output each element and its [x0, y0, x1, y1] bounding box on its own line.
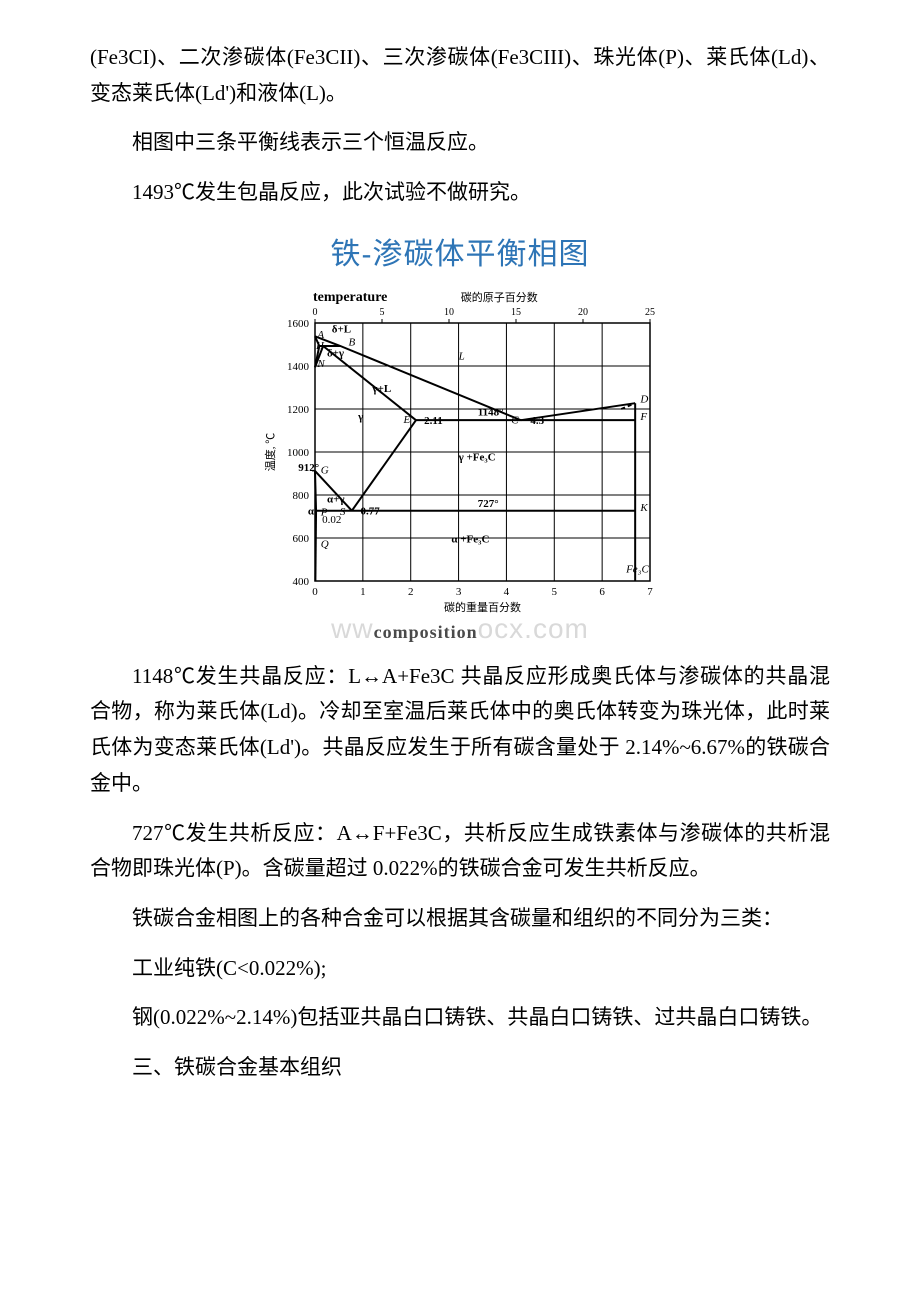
svg-text:γ+L: γ+L [371, 383, 391, 395]
svg-text:3: 3 [456, 586, 462, 598]
svg-text:0: 0 [313, 307, 318, 318]
svg-text:1000: 1000 [287, 447, 310, 459]
svg-text:D: D [639, 393, 648, 405]
paragraph: 1493℃发生包晶反应，此次试验不做研究。 [90, 175, 830, 211]
svg-text:Q: Q [321, 538, 329, 550]
svg-text:δ+γ: δ+γ [327, 347, 344, 359]
svg-text:25: 25 [645, 307, 655, 318]
svg-text:α +Fe₃C: α +Fe₃C [451, 533, 489, 545]
svg-text:600: 600 [293, 533, 310, 545]
paragraph: 三、铁碳合金基本组织 [90, 1050, 830, 1086]
svg-text:碳的原子百分数: 碳的原子百分数 [461, 290, 538, 304]
svg-text:0.77: 0.77 [360, 505, 380, 517]
paragraph: 相图中三条平衡线表示三个恒温反应。 [90, 125, 830, 161]
paragraph: (Fe3CI)、二次渗碳体(Fe3CII)、三次渗碳体(Fe3CIII)、珠光体… [90, 40, 830, 111]
svg-text:6: 6 [599, 586, 605, 598]
paragraph: 工业纯铁(C<0.022%); [90, 951, 830, 987]
svg-text:δ+L: δ+L [332, 323, 351, 335]
paragraph: 1148℃发生共晶反应：L↔A+Fe3C 共晶反应形成奥氏体与渗碳体的共晶混合物… [90, 659, 830, 802]
svg-text:727°: 727° [478, 498, 499, 510]
svg-text:K: K [639, 502, 648, 514]
composition-label: composition [374, 622, 478, 642]
svg-text:5: 5 [380, 307, 385, 318]
svg-text:4: 4 [504, 586, 510, 598]
svg-text:G: G [321, 464, 329, 476]
svg-text:γ: γ [357, 411, 363, 423]
svg-text:400: 400 [293, 576, 310, 588]
svg-text:B: B [349, 336, 356, 348]
svg-text:temperature: temperature [313, 290, 387, 305]
watermark-text-right: ocx.com [478, 613, 589, 644]
svg-text:1200: 1200 [287, 404, 310, 416]
svg-text:5: 5 [552, 586, 558, 598]
svg-text:γ +Fe₃C: γ +Fe₃C [458, 451, 496, 463]
svg-text:H: H [315, 340, 325, 352]
svg-text:L: L [458, 350, 465, 362]
chart-title: 铁-渗碳体平衡相图 [90, 229, 830, 273]
phase-diagram-chart: 0123456740060080010001200140016000510152… [90, 285, 830, 615]
svg-text:15: 15 [511, 307, 521, 318]
svg-text:N: N [316, 358, 325, 370]
svg-text:0: 0 [312, 586, 318, 598]
svg-text:温度, ℃: 温度, ℃ [263, 433, 277, 472]
svg-text:20: 20 [578, 307, 588, 318]
svg-text:912°: 912° [298, 462, 319, 474]
svg-text:1600: 1600 [287, 318, 310, 330]
svg-text:2.11: 2.11 [424, 415, 443, 427]
svg-text:2: 2 [408, 586, 414, 598]
svg-text:10: 10 [444, 307, 454, 318]
paragraph: 钢(0.022%~2.14%)包括亚共晶白口铸铁、共晶白口铸铁、过共晶白口铸铁。 [90, 1000, 830, 1036]
paragraph: 727℃发生共析反应：A↔F+Fe3C，共析反应生成铁素体与渗碳体的共析混合物即… [90, 816, 830, 887]
svg-text:800: 800 [293, 490, 310, 502]
svg-text:4.3: 4.3 [530, 415, 544, 427]
svg-text:E: E [403, 414, 411, 426]
svg-text:7: 7 [647, 586, 653, 598]
svg-text:Fe₃C: Fe₃C [625, 563, 649, 575]
svg-text:α: α [308, 505, 315, 517]
svg-text:C: C [511, 414, 519, 426]
svg-text:F: F [639, 411, 647, 423]
svg-text:1400: 1400 [287, 361, 310, 373]
svg-text:0.02: 0.02 [322, 514, 341, 526]
paragraph: 铁碳合金相图上的各种合金可以根据其含碳量和组织的不同分为三类： [90, 901, 830, 937]
svg-text:α+γ: α+γ [327, 493, 345, 505]
svg-text:1: 1 [360, 586, 366, 598]
svg-text:碳的重量百分数: 碳的重量百分数 [444, 600, 521, 614]
watermark: wwcompositionocx.com [90, 613, 830, 645]
svg-text:1148°: 1148° [478, 406, 504, 418]
watermark-text-left: ww [331, 613, 373, 644]
